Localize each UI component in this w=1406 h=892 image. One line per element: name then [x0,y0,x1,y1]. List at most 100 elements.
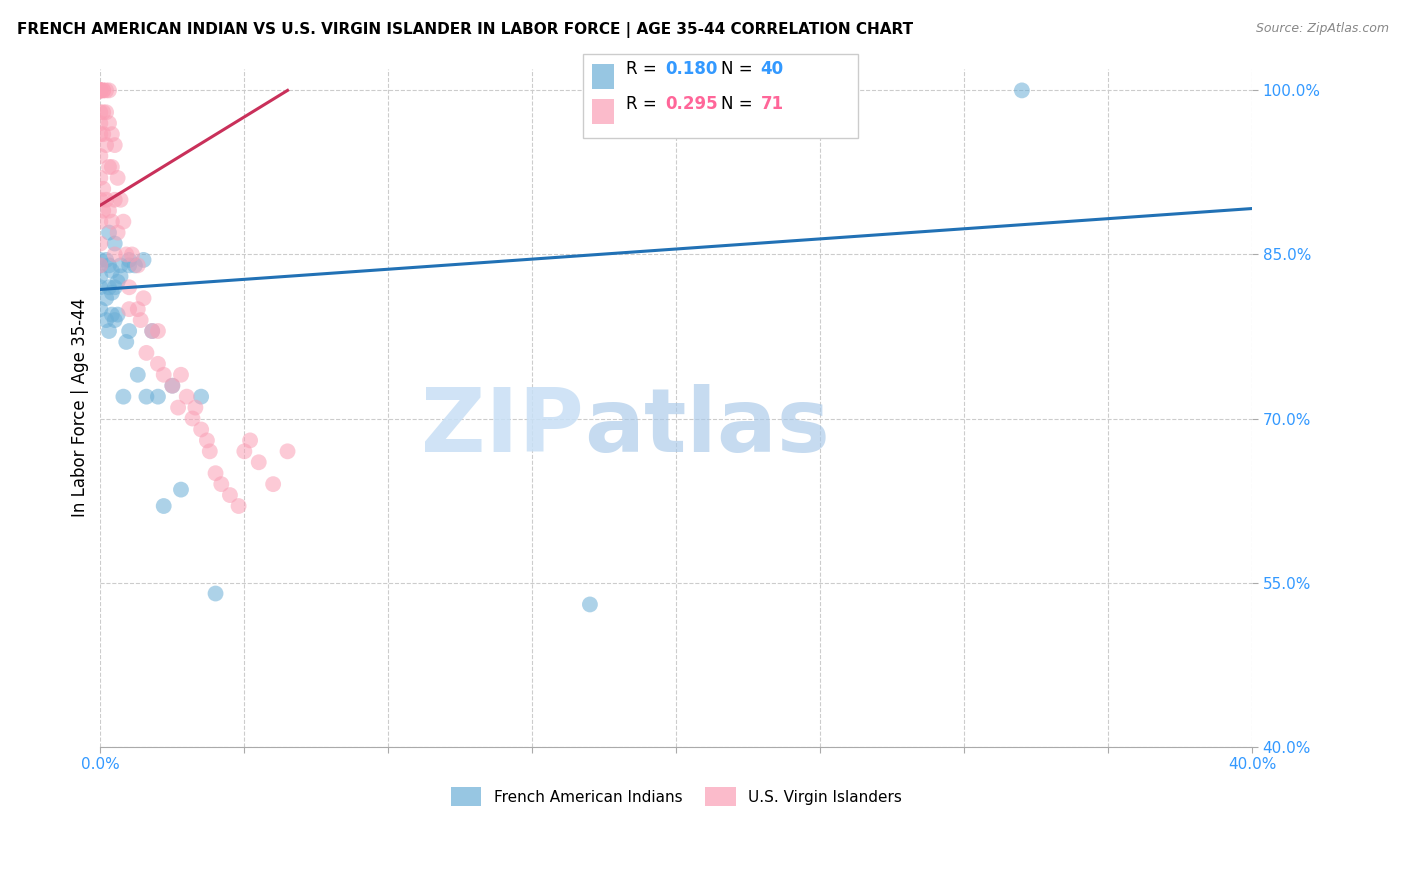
Point [118,280,141,294]
Point [91,105,114,120]
Point [101,214,124,228]
Point [262,477,284,491]
Point [104,247,127,261]
Text: Source: ZipAtlas.com: Source: ZipAtlas.com [1256,22,1389,36]
Point [162,378,184,392]
Point [190,390,212,404]
Point [190,422,212,436]
Point [101,160,124,174]
Point [98,160,121,174]
Point [110,259,132,273]
Point [104,313,127,327]
Point [184,401,207,415]
Point [101,308,124,322]
Point [89,127,111,141]
Point [104,236,127,251]
Point [89,259,111,273]
Point [112,214,135,228]
Point [112,390,135,404]
Text: R =: R = [626,60,662,78]
Point [94,83,117,97]
Point [89,116,111,130]
Point [167,401,190,415]
Point [91,203,114,218]
Text: 0.180: 0.180 [665,60,717,78]
Point [89,83,111,97]
Point [228,499,250,513]
Point [107,275,129,289]
Point [89,83,111,97]
Text: 40: 40 [761,60,783,78]
Point [98,226,121,240]
Point [110,269,132,284]
Point [98,83,121,97]
Point [94,105,117,120]
Point [107,308,129,322]
Point [110,193,132,207]
Point [104,193,127,207]
Point [101,264,124,278]
Point [89,83,111,97]
Point [118,259,141,273]
Point [121,247,143,261]
Text: N =: N = [721,60,758,78]
Point [209,477,232,491]
Text: ZIP: ZIP [422,384,583,472]
Text: FRENCH AMERICAN INDIAN VS U.S. VIRGIN ISLANDER IN LABOR FORCE | AGE 35-44 CORREL: FRENCH AMERICAN INDIAN VS U.S. VIRGIN IS… [17,22,912,38]
Text: R =: R = [626,95,662,113]
Point [146,357,169,371]
Point [247,455,270,469]
Point [124,259,146,273]
Point [89,105,111,120]
Point [98,203,121,218]
Point [89,83,111,97]
Point [101,127,124,141]
Point [118,252,141,267]
Point [118,302,141,317]
Point [146,324,169,338]
Point [118,324,141,338]
Point [89,170,111,185]
Point [146,390,169,404]
Point [135,390,157,404]
Point [94,193,117,207]
Point [89,83,111,97]
Point [101,285,124,300]
Point [198,444,221,458]
Point [89,269,111,284]
Point [579,598,602,612]
Point [181,411,204,425]
Point [170,483,193,497]
Text: atlas: atlas [583,384,830,472]
Point [127,259,149,273]
Point [98,116,121,130]
Y-axis label: In Labor Force | Age 35-44: In Labor Force | Age 35-44 [72,298,89,517]
Point [127,302,149,317]
Point [204,586,226,600]
Point [277,444,299,458]
Point [91,83,114,97]
Text: 71: 71 [761,95,783,113]
Point [94,252,117,267]
Point [127,368,149,382]
Point [104,280,127,294]
Point [239,434,262,448]
Point [91,83,114,97]
Point [152,368,174,382]
Legend: French American Indians, U.S. Virgin Islanders: French American Indians, U.S. Virgin Isl… [443,780,910,814]
Point [89,280,111,294]
Text: N =: N = [721,95,758,113]
Point [89,193,111,207]
Point [89,83,111,97]
Point [89,236,111,251]
Point [94,291,117,305]
Point [89,214,111,228]
Point [129,313,152,327]
Point [1011,83,1033,97]
Point [104,138,127,153]
Point [204,467,226,481]
Point [98,280,121,294]
Point [141,324,163,338]
Point [132,252,155,267]
Point [115,334,138,349]
